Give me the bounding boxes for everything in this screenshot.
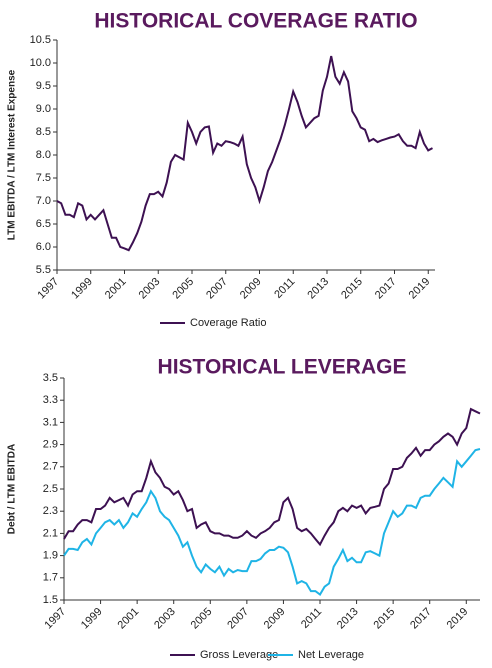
x-tick-label: 2009 [262,606,288,632]
series-line [63,448,481,596]
y-tick-label: 2.9 [43,439,58,451]
legend-label: Gross Leverage [200,649,278,661]
y-tick-label: 2.3 [43,505,58,517]
y-tick-label: 8.5 [36,126,51,138]
y-tick-label: 3.5 [43,372,58,384]
chart-title: HISTORICAL LEVERAGE [158,356,407,379]
y-tick-label: 3.1 [43,416,58,428]
y-tick-label: 7.0 [36,195,51,207]
x-tick-label: 2017 [373,276,399,302]
x-tick-label: 1997 [42,606,68,632]
chart-title: HISTORICAL COVERAGE RATIO [94,10,417,33]
y-tick-label: 1.9 [43,550,58,562]
x-tick-label: 2003 [137,276,163,302]
x-tick-label: 2005 [189,606,215,632]
x-tick-label: 2007 [204,276,230,302]
y-tick-label: 6.5 [36,218,51,230]
x-tick-label: 2005 [170,276,196,302]
x-tick-label: 2011 [299,606,324,631]
series-line [56,55,433,252]
x-tick-label: 2013 [305,276,331,302]
series-line [63,407,481,547]
x-tick-label: 1999 [79,606,105,632]
legend-label: Net Leverage [298,649,364,661]
y-tick-label: 2.5 [43,483,58,495]
x-tick-label: 2019 [407,276,433,302]
y-axis-label: Debt / LTM EBITDA [7,444,18,534]
y-tick-label: 10.0 [30,57,51,69]
x-tick-label: 2001 [103,276,129,302]
y-tick-label: 6.0 [36,241,51,253]
y-tick-label: 9.5 [36,80,51,92]
y-tick-label: 9.0 [36,103,51,115]
y-tick-label: 3.3 [43,394,58,406]
legend-label: Coverage Ratio [190,317,266,329]
y-tick-label: 10.5 [30,34,51,46]
x-tick-label: 2013 [335,606,361,632]
x-tick-label: 2019 [445,606,471,632]
y-tick-label: 1.7 [43,572,58,584]
x-tick-label: 2009 [238,276,264,302]
x-tick-label: 2001 [116,606,142,632]
y-tick-label: 5.5 [36,264,51,276]
y-tick-label: 8.0 [36,149,51,161]
y-tick-label: 7.5 [36,172,51,184]
x-tick-label: 2015 [372,606,398,632]
x-tick-label: 2011 [272,276,297,301]
x-tick-label: 1997 [35,276,61,302]
y-tick-label: 1.5 [43,594,58,606]
x-tick-label: 2015 [339,276,365,302]
y-axis-label: LTM EBITDA / LTM Interest Expense [7,69,18,240]
x-tick-label: 2003 [152,606,178,632]
y-tick-label: 2.7 [43,461,58,473]
x-tick-label: 2007 [225,606,251,632]
x-tick-label: 2017 [408,606,434,632]
x-tick-label: 1999 [69,276,95,302]
y-tick-label: 2.1 [43,527,58,539]
